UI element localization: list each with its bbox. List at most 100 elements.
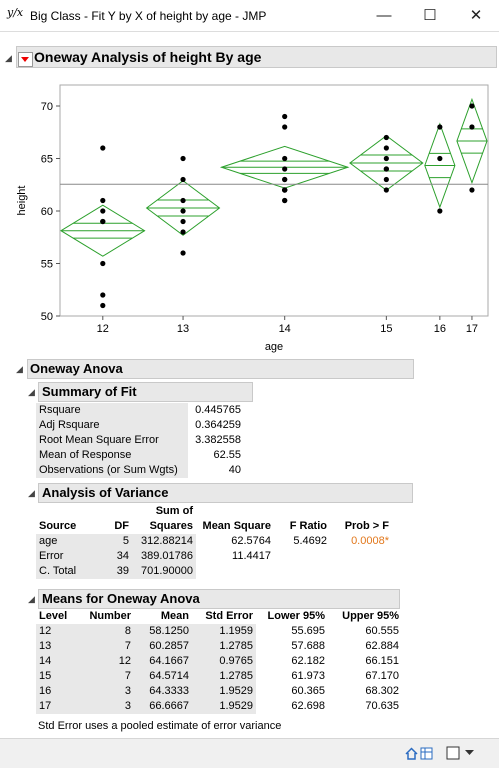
data-point: [180, 229, 186, 235]
summary-row: Observations (or Sum Wgts) 40: [36, 463, 244, 478]
aov-title: Analysis of Variance: [42, 485, 169, 500]
aov-col-ms: Mean Square: [202, 520, 271, 532]
means-cell: 12: [78, 654, 134, 669]
data-point: [180, 155, 186, 162]
status-bar: [0, 738, 499, 768]
data-point: [282, 155, 288, 162]
means-col-header: Lower 95%: [267, 610, 325, 622]
means-cell: 57.688: [291, 640, 325, 652]
y-tick-label: 50: [41, 311, 53, 323]
data-point: [469, 103, 475, 109]
means-cell: 7: [78, 639, 134, 654]
aov-col-blank: [36, 504, 90, 519]
minimize-icon: —: [376, 7, 392, 24]
x-tick-label: 12: [97, 323, 109, 335]
means-cell: 66.151: [365, 655, 399, 667]
means-cell: 15: [36, 669, 78, 684]
aov-table: Sum of Source DF Squares Mean Square F R…: [36, 504, 392, 579]
means-cell: 1.9529: [192, 684, 256, 699]
data-point: [383, 187, 389, 193]
summary-value: 62.55: [213, 449, 241, 461]
means-col-header: Number: [89, 610, 131, 622]
close-icon: ✕: [469, 7, 483, 24]
x-tick-label: 16: [434, 323, 446, 335]
summary-value: 0.364259: [195, 419, 241, 431]
data-point: [437, 208, 443, 214]
aov-col-f: F Ratio: [289, 520, 327, 532]
minimize-button[interactable]: —: [361, 0, 407, 31]
aov-p: 0.0008*: [351, 535, 389, 547]
data-point: [469, 124, 475, 130]
aov-col-source: Source: [39, 520, 77, 532]
means-cell: 7: [78, 669, 134, 684]
x-tick-label: 13: [177, 323, 189, 335]
aov-f: 5.4692: [293, 535, 327, 547]
report-header: [16, 46, 497, 68]
means-cell: 1.1959: [192, 624, 256, 639]
maximize-button[interactable]: ☐: [407, 0, 453, 31]
aov-ms: 11.4417: [232, 550, 271, 562]
means-cell: 14: [36, 654, 78, 669]
means-cell: 55.695: [291, 625, 325, 637]
aov-ms: 62.5764: [231, 535, 271, 547]
data-point: [180, 176, 186, 183]
means-cell: 62.698: [291, 700, 325, 712]
data-point: [180, 208, 186, 214]
means-cell: 68.302: [365, 685, 399, 697]
data-point: [100, 197, 106, 204]
summary-label: Adj Rsquare: [36, 418, 188, 433]
summary-label: Mean of Response: [36, 448, 188, 463]
y-tick-label: 65: [41, 154, 53, 166]
means-cell: 60.555: [365, 625, 399, 637]
data-point: [100, 145, 106, 151]
means-cell: 13: [36, 639, 78, 654]
anova-header: [27, 359, 414, 379]
data-point: [469, 187, 475, 193]
means-cell: 12: [36, 624, 78, 639]
means-cell: 62.884: [365, 640, 399, 652]
means-cell: 70.635: [365, 700, 399, 712]
means-cell: 1.2785: [192, 639, 256, 654]
means-col-header: Std Error: [205, 610, 253, 622]
data-point: [282, 176, 288, 183]
means-footnote: Std Error uses a pooled estimate of erro…: [38, 720, 282, 732]
disclosure-icon[interactable]: ◢: [28, 488, 35, 498]
means-cell: 61.973: [291, 670, 325, 682]
means-cell: 16: [36, 684, 78, 699]
data-point: [100, 260, 106, 267]
summary-value: 0.445765: [195, 404, 241, 416]
disclosure-icon[interactable]: ◢: [16, 364, 23, 374]
close-button[interactable]: ✕: [453, 0, 499, 31]
means-cell: 64.3333: [134, 684, 192, 699]
data-point: [282, 124, 288, 130]
aov-df: 5: [90, 534, 132, 549]
window-icon[interactable]: [446, 746, 460, 760]
summary-row: Root Mean Square Error 3.382558: [36, 433, 244, 448]
maximize-icon: ☐: [423, 7, 437, 24]
red-triangle-menu-icon[interactable]: [18, 52, 33, 67]
aov-p: [330, 549, 392, 564]
means-col-header: Mean: [160, 610, 189, 622]
aov-source: Error: [36, 549, 90, 564]
table-icon[interactable]: [420, 747, 433, 760]
means-cell: 8: [78, 624, 134, 639]
summary-label: Rsquare: [36, 403, 188, 418]
jmp-app-icon[interactable]: y/x: [7, 6, 23, 22]
home-icon[interactable]: [405, 747, 418, 760]
summary-title: Summary of Fit: [42, 384, 137, 399]
disclosure-icon[interactable]: ◢: [5, 53, 12, 63]
aov-col-ss: Squares: [149, 520, 193, 532]
aov-col-ss-top: Sum of: [155, 505, 193, 517]
disclosure-icon[interactable]: ◢: [28, 594, 35, 604]
data-point: [383, 176, 389, 183]
data-point: [437, 124, 443, 130]
anova-title: Oneway Anova: [30, 361, 123, 376]
aov-ss: 389.01786: [132, 549, 196, 564]
means-row: 13 7 60.2857 1.2785 57.688 62.884: [36, 639, 402, 654]
means-row: 12 8 58.1250 1.1959 55.695 60.555: [36, 624, 402, 639]
dropdown-icon[interactable]: [465, 750, 474, 756]
summary-table: Rsquare 0.445765 Adj Rsquare 0.364259 Root M…: [36, 403, 244, 478]
disclosure-icon[interactable]: ◢: [28, 387, 35, 397]
data-point: [282, 113, 288, 120]
summary-value: 40: [228, 464, 241, 476]
